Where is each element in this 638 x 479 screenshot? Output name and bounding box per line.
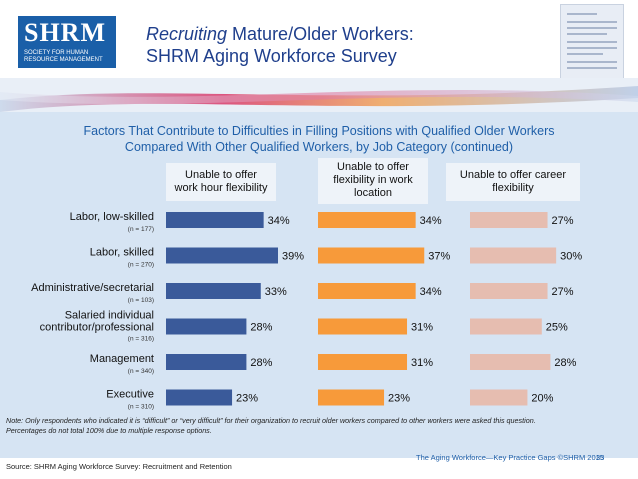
data-label: 25% (546, 322, 568, 334)
data-label: 28% (250, 357, 272, 369)
chart-note: Note: Only respondents who indicated it … (6, 416, 636, 436)
report-thumbnail (560, 4, 624, 84)
category-label: contributor/professional (40, 322, 154, 334)
category-n-label: (n = 270) (128, 262, 154, 269)
category-label: Administrative/secretarial (31, 282, 154, 294)
data-label: 33% (265, 286, 287, 298)
data-label: 34% (268, 215, 290, 227)
data-label: 27% (552, 215, 574, 227)
bar (318, 389, 385, 406)
data-label: 34% (420, 286, 442, 298)
logo-text: SHRM (24, 18, 106, 47)
series-header-3: Unable to offer career flexibility (446, 163, 580, 201)
category-n-label: (n = 103) (128, 297, 154, 304)
shrm-logo: SHRM SOCIETY FOR HUMAN RESOURCE MANAGEME… (18, 16, 116, 68)
bar (318, 283, 416, 299)
category-n-label: (n = 310) (128, 404, 154, 411)
bar (470, 212, 548, 228)
title-rest: Mature/Older Workers: (227, 24, 414, 44)
data-label: 28% (554, 357, 576, 369)
data-label: 37% (428, 251, 450, 263)
series-header-2-line3: location (354, 187, 392, 199)
logo-subtitle: SOCIETY FOR HUMAN RESOURCE MANAGEMENT (24, 50, 103, 63)
page-number: 33 (596, 453, 605, 462)
data-label: 23% (388, 393, 410, 405)
title-italic: Recruiting (146, 24, 228, 44)
bar (166, 283, 261, 299)
category-n-label: (n = 177) (128, 226, 154, 233)
category-n-label: (n = 316) (128, 336, 154, 343)
series-header-3-line2: flexibility (492, 182, 534, 194)
bar (166, 212, 264, 228)
bar (166, 389, 233, 406)
bar (318, 212, 416, 228)
series-header-2: Unable to offer flexibility in work loca… (318, 158, 428, 204)
data-label: 20% (531, 393, 553, 405)
data-label: 31% (411, 357, 433, 369)
chart-title-line2: Compared With Other Qualified Workers, b… (124, 140, 514, 154)
category-n-label: (n = 340) (128, 368, 154, 375)
slide-title: Recruiting Mature/Older Workers: SHRM Ag… (146, 23, 414, 67)
bar (470, 283, 548, 299)
bar (166, 318, 247, 335)
category-label: Labor, skilled (90, 247, 154, 259)
slide-header: SHRM SOCIETY FOR HUMAN RESOURCE MANAGEME… (0, 0, 638, 84)
decorative-swoosh (0, 78, 638, 114)
bar (318, 354, 408, 370)
series-header-3-line1: Unable to offer career (459, 169, 567, 181)
bar (470, 247, 557, 264)
category-label: Labor, low-skilled (70, 211, 154, 223)
bar (166, 354, 247, 370)
note-line1: Note: Only respondents who indicated it … (6, 416, 536, 425)
slide-subtitle: SHRM Aging Workforce Survey (146, 46, 397, 66)
data-label: 30% (560, 251, 582, 263)
footer-caption: The Aging Workforce—Key Practice Gaps ©S… (416, 453, 604, 462)
note-line2: Percentages do not total 100% due to mul… (6, 426, 212, 435)
series-header-1: Unable to offer work hour flexibility (166, 163, 276, 201)
data-label: 31% (411, 322, 433, 334)
bar (470, 354, 551, 370)
series-header-1-line1: Unable to offer (185, 169, 257, 181)
data-label: 34% (420, 215, 442, 227)
data-label: 23% (236, 393, 258, 405)
bar (470, 318, 542, 335)
bar (318, 318, 408, 335)
category-label: Management (90, 353, 154, 365)
series-header-2-line1: Unable to offer (337, 161, 409, 173)
data-label: 28% (250, 322, 272, 334)
category-label: Salaried individual (65, 310, 154, 322)
bar (166, 247, 278, 264)
data-label: 27% (552, 286, 574, 298)
chart-title-line1: Factors That Contribute to Difficulties … (83, 124, 555, 138)
chart-title: Factors That Contribute to Difficulties … (0, 123, 638, 155)
data-label: 39% (282, 251, 304, 263)
series-header-2-line2: flexibility in work (333, 174, 413, 186)
category-label: Executive (106, 389, 154, 401)
bar (470, 389, 528, 406)
bar (318, 247, 425, 264)
source-line: Source: SHRM Aging Workforce Survey: Rec… (6, 462, 232, 471)
series-header-1-line2: work hour flexibility (174, 182, 268, 194)
